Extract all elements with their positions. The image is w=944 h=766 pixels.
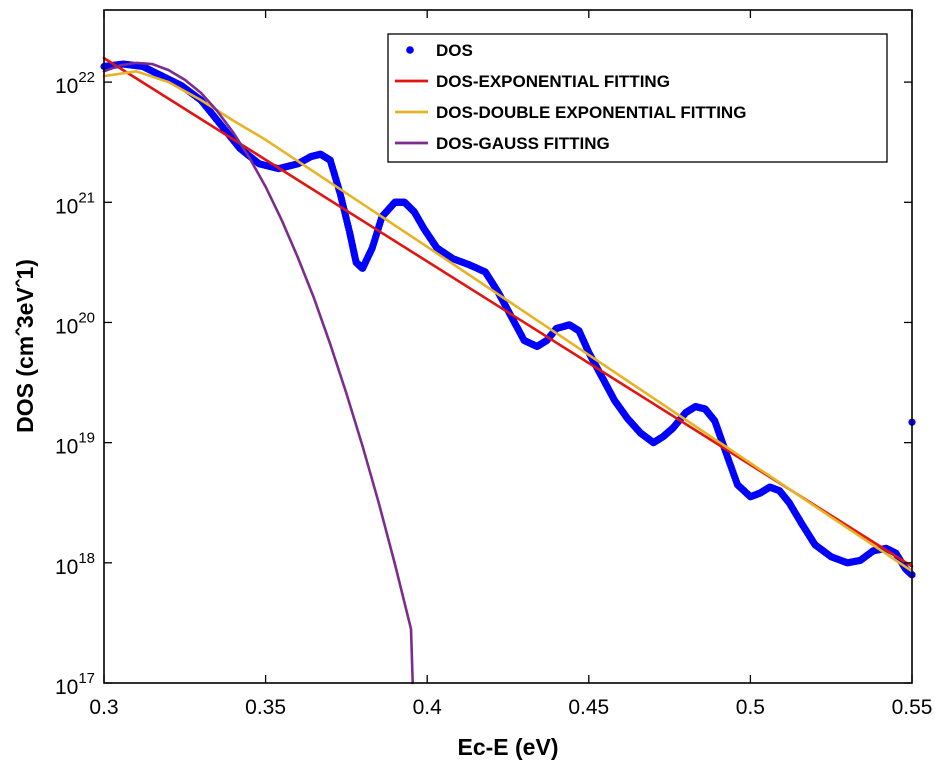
x-tick-label: 0.45 <box>568 696 609 719</box>
y-tick-label: 1019 <box>55 430 95 459</box>
series-layer <box>100 56 916 685</box>
y-tick-label: 1021 <box>55 189 95 218</box>
legend-label: DOS-DOUBLE EXPONENTIAL FITTING <box>436 103 746 122</box>
ticks-layer <box>103 10 913 684</box>
legend-box <box>387 33 888 163</box>
legend-label: DOS-EXPONENTIAL FITTING <box>436 72 670 91</box>
plot-frame <box>103 9 913 684</box>
legend-label: DOS <box>436 41 473 60</box>
x-tick-label: 0.55 <box>892 696 933 719</box>
legend-items: DOS DOS-EXPONENTIAL FITTING DOS-DOUBLE EXP… <box>395 41 746 153</box>
y-tick-label: 1022 <box>55 69 95 98</box>
x-tick-label: 0.5 <box>736 696 765 719</box>
y-tick-label: 1018 <box>55 550 95 579</box>
series-line-3 <box>102 61 414 685</box>
legend: DOS DOS-EXPONENTIAL FITTING DOS-DOUBLE EXP… <box>387 33 888 163</box>
x-axis-title: Ec-E (eV) <box>458 734 559 760</box>
labels-layer: 0.3 0.35 0.4 0.45 0.5 0.55 1017 1018 1019 1020 102… <box>55 69 932 719</box>
y-tick-label: 1017 <box>55 670 95 699</box>
legend-marker-dot <box>406 46 414 54</box>
x-tick-label: 0.3 <box>89 696 118 719</box>
legend-label: DOS-GAUSS FITTING <box>436 134 610 153</box>
y-axis-title: DOS (cmˆ3eVˆ1) <box>12 259 38 433</box>
x-tick-label: 0.35 <box>245 696 286 719</box>
x-tick-label: 0.4 <box>413 696 443 719</box>
series-line-2 <box>102 70 914 573</box>
y-tick-label: 1020 <box>55 309 95 338</box>
